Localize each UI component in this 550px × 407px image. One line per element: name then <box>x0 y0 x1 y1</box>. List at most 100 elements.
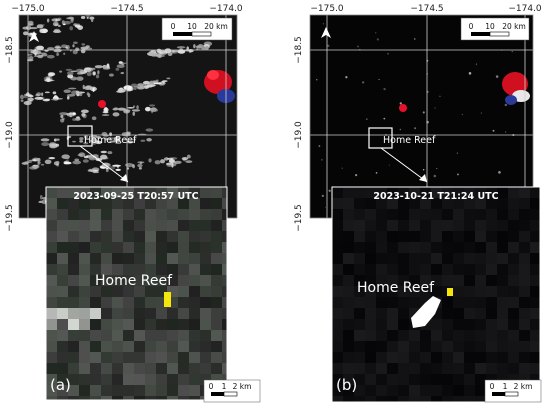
image-pixel <box>464 385 475 396</box>
longitude-ticks: −175.0 −174.5 −174.0 <box>11 4 243 14</box>
image-pixel <box>442 242 453 253</box>
image-pixel <box>145 231 156 242</box>
image-pixel <box>178 220 189 231</box>
cloud-speck <box>25 25 32 31</box>
cloud-speck <box>150 52 158 57</box>
image-pixel <box>442 264 453 275</box>
image-pixel <box>420 363 431 374</box>
image-pixel <box>134 297 145 308</box>
image-pixel <box>57 330 68 341</box>
image-pixel <box>420 231 431 242</box>
image-pixel <box>519 341 530 352</box>
image-pixel <box>343 396 354 402</box>
cloud-speck <box>65 68 73 71</box>
image-pixel <box>200 209 211 220</box>
image-pixel <box>398 231 409 242</box>
cloud-speck <box>76 91 86 94</box>
image-pixel <box>123 242 134 253</box>
image-pixel <box>332 187 343 198</box>
lon-tick-label: −174.5 <box>410 4 443 14</box>
cloud-speck <box>28 23 34 26</box>
image-pixel <box>134 187 145 198</box>
image-pixel <box>431 253 442 264</box>
image-pixel <box>123 363 134 374</box>
image-pixel <box>453 264 464 275</box>
image-pixel <box>167 341 178 352</box>
image-pixel <box>68 264 79 275</box>
image-pixel <box>409 286 420 297</box>
image-pixel <box>167 187 178 198</box>
image-pixel <box>79 187 90 198</box>
cloud-speck <box>167 52 173 57</box>
image-pixel <box>409 187 420 198</box>
cloud-speck <box>341 167 343 169</box>
image-pixel <box>156 286 167 297</box>
image-pixel <box>101 330 112 341</box>
image-pixel <box>442 231 453 242</box>
cloud-speck <box>387 52 390 55</box>
image-pixel <box>409 374 420 385</box>
image-pixel <box>178 275 189 286</box>
image-pixel <box>508 319 519 330</box>
image-pixel <box>420 396 431 402</box>
image-pixel <box>453 275 464 286</box>
cloud-speck <box>83 155 89 159</box>
image-pixel <box>431 341 442 352</box>
image-pixel <box>431 352 442 363</box>
image-pixel <box>530 319 540 330</box>
image-pixel <box>420 297 431 308</box>
image-pixel <box>398 253 409 264</box>
cloud-speck <box>399 128 402 131</box>
image-pixel <box>508 253 519 264</box>
image-pixel <box>464 220 475 231</box>
image-pixel <box>68 242 79 253</box>
image-pixel <box>398 297 409 308</box>
image-pixel <box>57 297 68 308</box>
cloud-speck <box>136 105 139 110</box>
image-pixel <box>68 275 79 286</box>
image-pixel <box>420 352 431 363</box>
cloud-speck <box>328 189 331 192</box>
lon-tick-label: −175.0 <box>11 4 45 14</box>
cloud-speck <box>39 194 43 200</box>
image-pixel <box>167 385 178 396</box>
cloud-speck <box>322 23 324 25</box>
image-pixel <box>134 286 145 297</box>
scale-tick: 1 <box>503 382 508 391</box>
image-pixel <box>486 231 497 242</box>
image-pixel <box>486 253 497 264</box>
image-pixel <box>156 231 167 242</box>
image-pixel <box>508 374 519 385</box>
cloud-speck <box>63 89 71 94</box>
image-pixel <box>200 330 211 341</box>
cloud-speck <box>72 44 75 48</box>
image-pixel <box>398 286 409 297</box>
image-pixel <box>376 286 387 297</box>
image-pixel <box>46 341 57 352</box>
cloud-speck <box>170 51 178 54</box>
cloud-speck <box>154 160 161 165</box>
sparse-cloud-specks <box>316 23 519 208</box>
image-pixel <box>68 352 79 363</box>
study-area-box <box>368 127 393 149</box>
image-pixel <box>46 198 57 209</box>
image-pixel <box>475 253 486 264</box>
image-pixel <box>409 231 420 242</box>
image-pixel <box>134 385 145 396</box>
image-pixel <box>464 275 475 286</box>
image-pixel <box>354 253 365 264</box>
cloud-speck <box>51 18 61 22</box>
image-pixel <box>530 253 540 264</box>
cloud-speck <box>81 43 86 46</box>
image-pixel <box>189 297 200 308</box>
cloud-speck <box>186 154 191 159</box>
image-pixel <box>398 220 409 231</box>
north-arrow-icon <box>321 27 331 38</box>
cloud-speck <box>434 107 436 109</box>
image-pixel <box>519 242 530 253</box>
image-pixel <box>497 253 508 264</box>
image-pixel <box>101 220 112 231</box>
image-pixel <box>178 187 189 198</box>
inset-scale-bar: 0 1 2 km <box>203 379 261 403</box>
image-pixel <box>508 330 519 341</box>
